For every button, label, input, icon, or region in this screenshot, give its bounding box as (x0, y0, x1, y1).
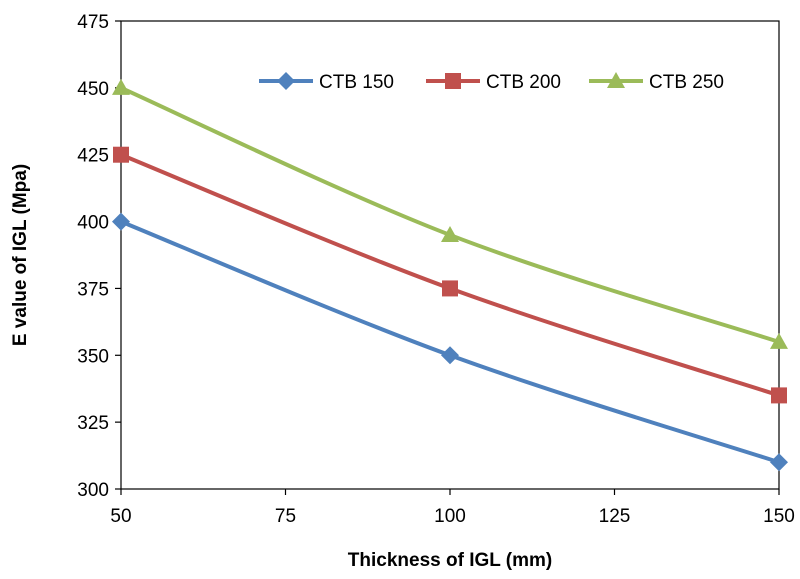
data-point (441, 346, 459, 365)
x-tick-label: 125 (599, 506, 631, 527)
data-point (442, 280, 458, 297)
y-tick-label: 300 (77, 480, 109, 501)
data-point (112, 212, 130, 231)
y-tick-label: 475 (77, 12, 109, 33)
series-ctb-250 (112, 78, 788, 349)
y-tick-label: 400 (77, 213, 109, 234)
series-ctb-150 (112, 212, 788, 472)
legend-entry: CTB 150 (259, 72, 394, 93)
series-ctb-200 (113, 146, 787, 404)
data-point (113, 146, 129, 163)
axes (115, 20, 780, 495)
data-point (770, 453, 788, 472)
x-tick-label: 75 (275, 506, 296, 527)
legend-entry: CTB 200 (426, 72, 561, 93)
data-point (771, 387, 787, 404)
legend: CTB 150 CTB 200 CTB 250 (259, 72, 724, 93)
y-tick-label: 425 (77, 146, 109, 167)
series-line (119, 219, 781, 465)
series-line (119, 85, 781, 344)
tick-labels: 300 325 350 375 400 425 450 475 50 75 100 125 150 (77, 12, 795, 527)
legend-label: CTB 200 (486, 72, 561, 93)
x-axis-title: Thickness of IGL (mm) (348, 550, 552, 571)
legend-label: CTB 150 (319, 72, 394, 93)
series-lines (112, 78, 788, 472)
x-tick-label: 100 (434, 506, 466, 527)
data-point (441, 225, 459, 242)
x-tick-label: 150 (763, 506, 795, 527)
y-tick-label: 350 (77, 346, 109, 367)
y-axis-title: E value of IGL (Mpa) (10, 164, 31, 346)
y-tick-label: 375 (77, 279, 109, 300)
data-point (112, 78, 130, 95)
x-tick-label: 50 (110, 506, 131, 527)
y-tick-label: 450 (77, 79, 109, 100)
legend-marker (277, 72, 295, 90)
legend-entry: CTB 250 (589, 72, 724, 93)
legend-marker (607, 72, 625, 88)
legend-label: CTB 250 (649, 72, 724, 93)
y-tick-label: 325 (77, 413, 109, 434)
data-point (770, 332, 788, 349)
legend-marker (445, 73, 461, 89)
